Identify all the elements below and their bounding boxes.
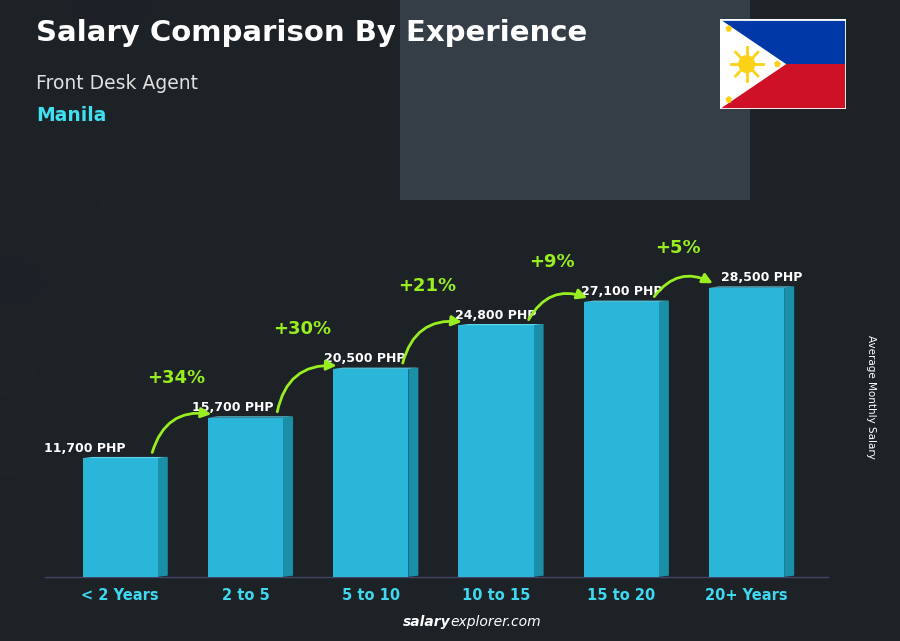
- Bar: [458, 325, 534, 577]
- Bar: [709, 288, 784, 577]
- Polygon shape: [333, 368, 418, 369]
- Text: 11,700 PHP: 11,700 PHP: [44, 442, 126, 454]
- Text: salary: salary: [402, 615, 450, 629]
- Polygon shape: [409, 368, 419, 577]
- Text: Salary Comparison By Experience: Salary Comparison By Experience: [36, 19, 587, 47]
- Circle shape: [738, 55, 755, 73]
- Text: explorer.com: explorer.com: [450, 615, 541, 629]
- Bar: [333, 369, 409, 577]
- Polygon shape: [725, 25, 732, 31]
- Bar: [720, 64, 846, 109]
- Polygon shape: [458, 324, 544, 325]
- Text: +5%: +5%: [655, 239, 700, 257]
- Text: +21%: +21%: [398, 277, 456, 295]
- Text: +34%: +34%: [148, 369, 205, 387]
- Text: +30%: +30%: [273, 320, 331, 338]
- Bar: [208, 417, 283, 577]
- Text: 28,500 PHP: 28,500 PHP: [721, 271, 802, 284]
- Text: 27,100 PHP: 27,100 PHP: [580, 285, 662, 298]
- Bar: [83, 458, 158, 577]
- Text: 20,500 PHP: 20,500 PHP: [324, 352, 405, 365]
- Text: 24,800 PHP: 24,800 PHP: [455, 308, 536, 322]
- Text: 15,700 PHP: 15,700 PHP: [193, 401, 274, 414]
- Bar: [584, 302, 659, 577]
- Polygon shape: [659, 301, 669, 577]
- Bar: [720, 19, 846, 64]
- Polygon shape: [83, 457, 167, 458]
- Text: Average Monthly Salary: Average Monthly Salary: [866, 335, 877, 460]
- Polygon shape: [584, 301, 669, 302]
- Text: +9%: +9%: [529, 253, 575, 271]
- Polygon shape: [720, 19, 787, 109]
- Polygon shape: [158, 457, 167, 577]
- Polygon shape: [534, 324, 544, 577]
- Text: Front Desk Agent: Front Desk Agent: [36, 74, 198, 93]
- Polygon shape: [784, 287, 794, 577]
- Text: Manila: Manila: [36, 106, 106, 125]
- Polygon shape: [725, 96, 732, 103]
- Polygon shape: [774, 60, 780, 67]
- Polygon shape: [709, 287, 794, 288]
- Polygon shape: [283, 417, 293, 577]
